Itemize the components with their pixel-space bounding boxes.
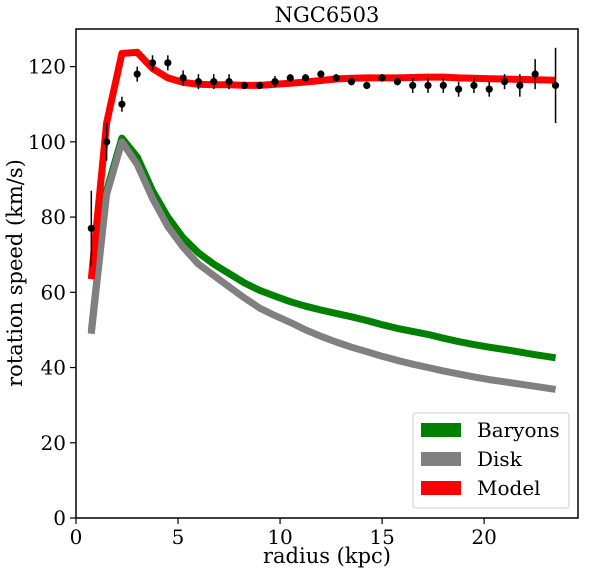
series-line-baryons (87, 134, 557, 362)
y-tick-label: 20 (41, 431, 66, 455)
data-point (225, 78, 233, 86)
x-axis-label: radius (kpc) (263, 544, 391, 568)
legend-swatch-model (421, 481, 461, 495)
data-point (500, 78, 509, 86)
data-point (455, 85, 463, 93)
data-point (332, 74, 340, 82)
data-point (516, 81, 524, 90)
data-point (301, 74, 310, 82)
data-point (363, 81, 371, 90)
data-point (409, 81, 417, 90)
legend-swatch-baryons (421, 423, 461, 437)
data-point (378, 74, 386, 82)
data-point (485, 85, 493, 93)
data-point (286, 74, 294, 82)
data-point (439, 81, 447, 90)
legend-label-disk: Disk (477, 447, 523, 471)
y-tick-label: 100 (28, 130, 66, 154)
y-tick-label: 40 (41, 356, 66, 380)
data-point (531, 70, 539, 78)
data-point (424, 81, 432, 90)
data-point (317, 70, 325, 78)
data-point (551, 81, 560, 90)
x-tick-label: 5 (172, 525, 185, 549)
data-point (210, 78, 218, 86)
data-point (103, 138, 111, 146)
data-point (148, 59, 157, 67)
chart-title: NGC6503 (275, 3, 380, 27)
data-point (347, 78, 356, 86)
x-tick-label: 20 (471, 525, 496, 549)
data-point (240, 81, 248, 90)
data-point (194, 78, 203, 86)
y-tick-label: 60 (41, 280, 66, 304)
x-tick-label: 15 (369, 525, 394, 549)
x-tick-label: 10 (267, 525, 292, 549)
series-line-disk (87, 138, 557, 393)
y-tick-label: 0 (53, 506, 66, 530)
y-tick-label: 80 (41, 205, 66, 229)
y-axis: 0 20 40 60 80 100 120 (28, 55, 76, 530)
data-point (393, 78, 402, 86)
data-point (271, 78, 279, 86)
data-point (133, 70, 141, 78)
series-line-model (87, 48, 556, 280)
legend: Baryons Disk Model (412, 412, 570, 509)
legend-swatch-disk (421, 452, 461, 466)
data-point (256, 81, 264, 90)
y-tick-label: 120 (28, 55, 66, 79)
legend-label-baryons: Baryons (477, 418, 560, 442)
plot-frame (75, 28, 579, 519)
data-point (164, 59, 172, 67)
data-point (470, 81, 478, 90)
data-point (87, 224, 95, 232)
y-axis-label: rotation speed (km/s) (3, 159, 27, 387)
plot-area (87, 47, 560, 393)
data-point (118, 100, 126, 108)
x-axis: 0 5 10 15 20 (70, 518, 497, 549)
data-point (179, 74, 187, 82)
legend-label-model: Model (477, 476, 541, 500)
x-tick-label: 0 (70, 525, 83, 549)
